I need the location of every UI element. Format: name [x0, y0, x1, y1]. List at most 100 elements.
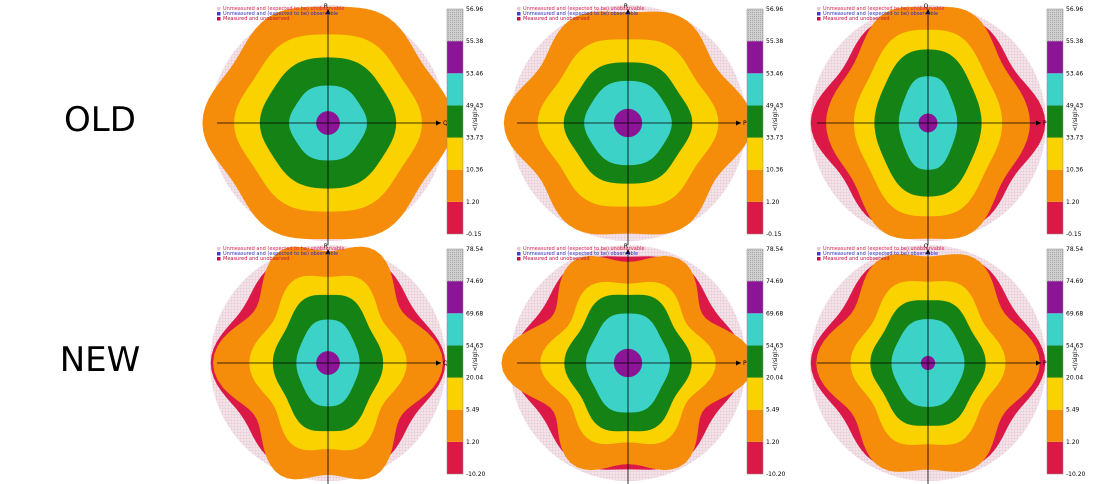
- legend-swatch: [817, 247, 821, 251]
- colorbar-tick-label: 10.36: [466, 167, 483, 174]
- arrow-right-icon: [436, 360, 441, 366]
- colorbar: -10.20 1.20 5.49 20.04 54.63 69.68 74.69 78.54 <…: [1046, 246, 1086, 478]
- colorbar-segment: [447, 281, 463, 314]
- arrow-right-icon: [1036, 120, 1041, 126]
- colorbar-segment: [1047, 313, 1063, 346]
- colorbar-tick-label: 54.63: [1066, 342, 1083, 349]
- colorbar-segment: [1047, 409, 1063, 442]
- colorbar-label: <I/sigI>: [1072, 347, 1079, 371]
- colorbar-tick-label: 55.38: [466, 38, 483, 45]
- colorbar: -0.15 1.20 10.36 33.73 49.43 53.46 55.38 56.96 <…: [746, 6, 783, 238]
- arrow-up-icon: [325, 9, 331, 14]
- colorbar-tick-label: 5.49: [766, 407, 780, 414]
- colorbar-segment: [747, 249, 763, 282]
- colorbar-segment: [447, 345, 463, 378]
- colorbar-segment: [447, 441, 463, 474]
- colorbar-tick-label: 20.04: [466, 375, 483, 382]
- legend-swatch: [517, 17, 521, 21]
- colorbar-tick-label: 5.49: [466, 407, 480, 414]
- colorbar-tick-label: 78.54: [466, 246, 483, 253]
- colorbar-segment: [1047, 249, 1063, 282]
- colorbar-tick-label: 33.73: [466, 135, 483, 142]
- colorbar-tick-label: 33.73: [766, 135, 783, 142]
- legend-entry: Unmeasured and (expected to be) observab…: [823, 11, 938, 17]
- colorbar-label: <I/sigI>: [1072, 107, 1079, 131]
- legend-entry: Unmeasured and (expected to be) unobserv…: [223, 246, 344, 252]
- colorbar-tick-label: 74.69: [466, 278, 483, 285]
- legend: Unmeasured and (expected to be) unobserv…: [217, 246, 344, 262]
- legend-swatch: [817, 7, 821, 11]
- legend-entry: Unmeasured and (expected to be) observab…: [223, 251, 338, 257]
- colorbar: -0.15 1.20 10.36 33.73 49.43 53.46 55.38 56.96 <…: [446, 6, 483, 238]
- legend-swatch: [517, 252, 521, 256]
- legend-entry: Unmeasured and (expected to be) unobserv…: [823, 246, 944, 252]
- colorbar-tick-label: 78.54: [1066, 246, 1083, 253]
- colorbar-tick-label: -0.15: [466, 231, 482, 238]
- colorbar-tick-label: 5.49: [1066, 407, 1080, 414]
- colorbar-tick-label: 1.20: [766, 439, 780, 446]
- colorbar-tick-label: 1.20: [466, 199, 480, 206]
- colorbar-segment: [447, 377, 463, 410]
- h-axis-label: P: [743, 360, 747, 367]
- legend-swatch: [217, 17, 221, 21]
- h-axis-label: P: [1043, 360, 1047, 367]
- colorbar-segment: [747, 41, 763, 74]
- v-axis-label: R: [624, 3, 628, 10]
- legend-swatch: [217, 7, 221, 11]
- legend-entry: Unmeasured and (expected to be) observab…: [223, 11, 338, 17]
- legend: Unmeasured and (expected to be) unobserv…: [817, 246, 944, 262]
- legend-entry: Unmeasured and (expected to be) unobserv…: [223, 6, 344, 12]
- colorbar-tick-label: 69.68: [766, 310, 783, 317]
- colorbar-segment: [1047, 105, 1063, 138]
- legend-entry: Measured and unobserved: [523, 16, 590, 22]
- colorbar-tick-label: 74.69: [766, 278, 783, 285]
- colorbar-tick-label: 53.46: [1066, 70, 1083, 77]
- colorbar: -0.15 1.20 10.36 33.73 49.43 53.46 55.38 56.96 <…: [1046, 6, 1083, 238]
- colorbar-tick-label: 56.96: [466, 6, 483, 13]
- colorbar-segment: [1047, 377, 1063, 410]
- legend-entry: Unmeasured and (expected to be) unobserv…: [823, 6, 944, 12]
- colorbar-tick-label: 55.38: [766, 38, 783, 45]
- row-label-old: OLD: [64, 100, 136, 140]
- colorbar-tick-label: 69.68: [1066, 310, 1083, 317]
- legend-swatch: [217, 247, 221, 251]
- colorbar-segment: [447, 137, 463, 170]
- colorbar-segment: [747, 409, 763, 442]
- colorbar-tick-label: 1.20: [1066, 199, 1080, 206]
- arrow-right-icon: [436, 120, 441, 126]
- legend-swatch: [817, 17, 821, 21]
- legend-entry: Unmeasured and (expected to be) observab…: [823, 251, 938, 257]
- colorbar-segment: [1047, 73, 1063, 106]
- colorbar-segment: [747, 9, 763, 42]
- arrow-right-icon: [736, 120, 741, 126]
- colorbar-tick-label: 53.46: [466, 70, 483, 77]
- v-axis-label: R: [324, 243, 328, 250]
- legend-swatch: [517, 247, 521, 251]
- legend-swatch: [517, 12, 521, 16]
- colorbar-segment: [1047, 41, 1063, 74]
- legend-entry: Measured and unobserved: [223, 16, 290, 22]
- colorbar-segment: [447, 41, 463, 74]
- colorbar-segment: [1047, 441, 1063, 474]
- h-axis-label: P: [743, 120, 747, 127]
- colorbar: -10.20 1.20 5.49 20.04 54.63 69.68 74.69 78.54 <…: [446, 246, 486, 478]
- colorbar-tick-label: 74.69: [1066, 278, 1083, 285]
- legend-entry: Measured and unobserved: [223, 256, 290, 262]
- colorbar-label: <I/sigI>: [472, 107, 479, 131]
- colorbar-tick-label: -0.15: [1066, 231, 1082, 238]
- colorbar-tick-label: 10.36: [1066, 167, 1083, 174]
- colorbar-tick-label: 54.63: [466, 342, 483, 349]
- colorbar-segment: [1047, 9, 1063, 42]
- colorbar-segment: [747, 201, 763, 234]
- colorbar-tick-label: 55.38: [1066, 38, 1083, 45]
- colorbar-segment: [447, 313, 463, 346]
- legend-swatch: [517, 257, 521, 261]
- arrow-up-icon: [925, 9, 931, 14]
- colorbar-segment: [447, 201, 463, 234]
- colorbar-segment: [447, 73, 463, 106]
- v-axis-label: R: [624, 243, 628, 250]
